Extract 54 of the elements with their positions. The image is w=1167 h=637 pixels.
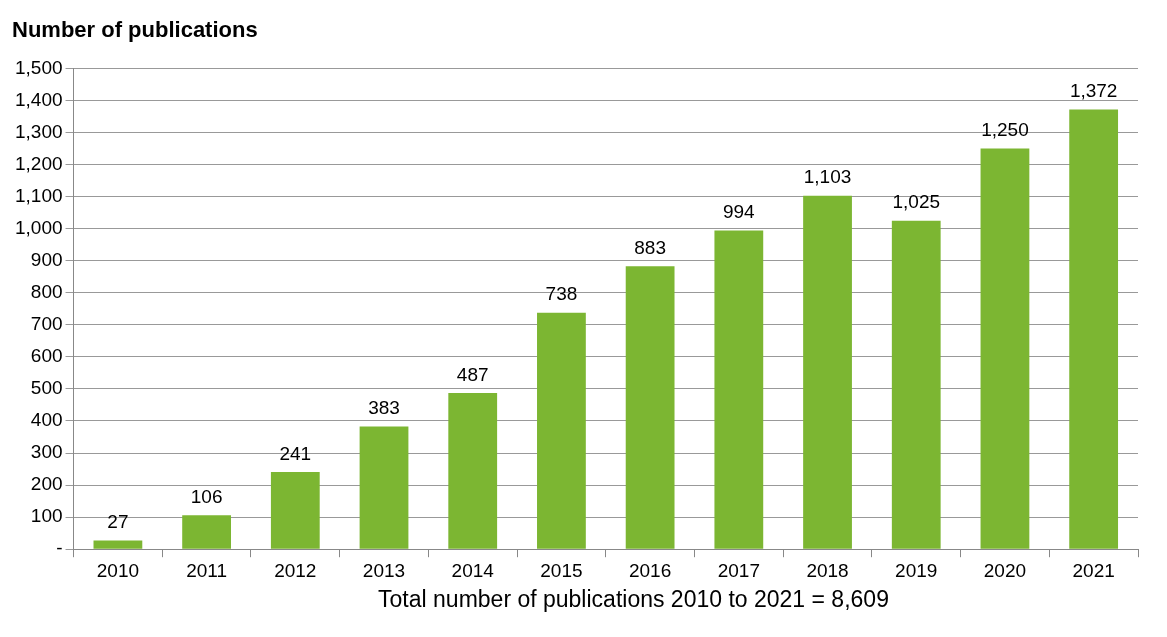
bar	[93, 540, 143, 549]
bar	[448, 393, 498, 549]
chart-title: Number of publications	[12, 17, 258, 43]
y-tick-label: 400	[30, 409, 63, 431]
data-label: 1,025	[892, 191, 941, 213]
y-tick-label: 100	[30, 505, 63, 527]
bar	[714, 230, 764, 549]
bar	[803, 195, 852, 549]
x-tick-label: 2013	[362, 559, 406, 581]
y-tick-label: -	[56, 537, 63, 559]
data-label: 883	[634, 236, 666, 258]
data-label: 1,103	[803, 166, 852, 188]
y-tick-label: 800	[30, 281, 63, 303]
y-tick-label: 300	[30, 441, 63, 463]
x-tick-label: 2018	[806, 559, 849, 581]
bar	[182, 515, 231, 549]
data-label: 487	[456, 363, 489, 385]
y-tick-label: 1,400	[15, 88, 63, 110]
y-tick-label: 700	[30, 313, 63, 335]
bar	[359, 426, 409, 549]
text: Total number of publications 2010 to 2021 = 8,609	[377, 586, 890, 613]
y-tick-label: 1,500	[15, 56, 63, 78]
x-tick-label: 2020	[983, 559, 1027, 581]
y-tick-label: 1,300	[15, 120, 63, 142]
x-tick-label: 2021	[1072, 559, 1115, 581]
bar	[537, 312, 586, 549]
y-tick-label: 900	[30, 248, 63, 270]
x-tick-label: 2015	[540, 559, 583, 581]
x-tick-label: 2011	[186, 559, 228, 581]
data-label: 106	[190, 485, 223, 507]
data-label: 1,250	[981, 119, 1029, 141]
x-tick-label: 2016	[628, 559, 672, 581]
data-label: 241	[279, 442, 312, 464]
x-tick-label: 2017	[717, 559, 760, 581]
x-tick-label: 2012	[274, 559, 317, 581]
y-tick-label: 500	[30, 377, 63, 399]
data-label: 994	[722, 201, 756, 223]
y-tick-label: 600	[30, 345, 63, 367]
bar	[625, 266, 675, 549]
bar	[891, 220, 941, 549]
bar	[980, 148, 1030, 549]
data-label: 383	[368, 397, 400, 419]
y-tick-label: 1,000	[15, 216, 63, 238]
bar	[1069, 109, 1119, 549]
y-tick-label: 200	[30, 473, 63, 495]
data-label: 27	[107, 511, 129, 533]
x-tick-label: 2019	[895, 559, 938, 581]
x-tick-label: 2010	[96, 559, 140, 581]
bar	[270, 471, 320, 549]
y-tick-label: 1,200	[15, 152, 63, 174]
y-tick-label: 1,100	[15, 184, 63, 206]
data-label: 738	[545, 283, 578, 305]
data-label: 1,372	[1069, 80, 1118, 102]
x-tick-label: 2014	[451, 559, 495, 581]
